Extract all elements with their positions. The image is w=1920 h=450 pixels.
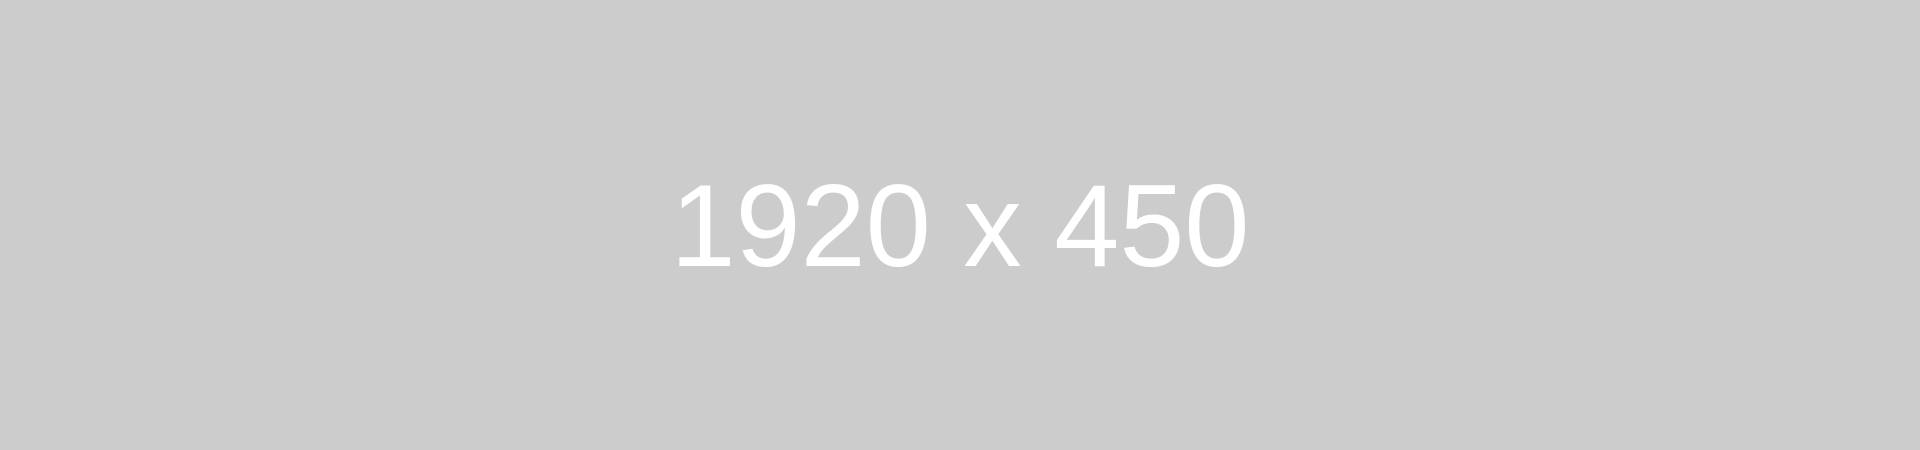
placeholder-dimensions-label: 1920 x 450 <box>670 159 1250 291</box>
